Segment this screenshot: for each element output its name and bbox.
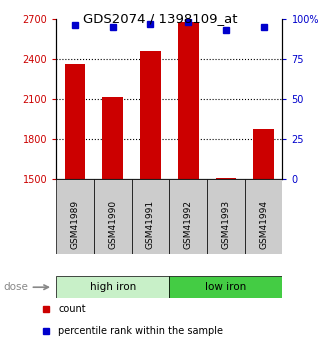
Bar [207,179,245,254]
Bar [245,179,282,254]
Text: high iron: high iron [90,282,136,292]
Bar [94,179,132,254]
Text: GDS2074 / 1398109_at: GDS2074 / 1398109_at [83,12,238,25]
Bar [253,129,274,179]
Bar [178,22,199,179]
Bar [102,97,123,179]
Bar [169,179,207,254]
Bar [56,179,94,254]
Text: dose: dose [3,282,28,292]
Bar [56,276,169,298]
Text: count: count [58,304,86,314]
Text: low iron: low iron [205,282,247,292]
Bar [140,51,161,179]
Bar [65,65,85,179]
Text: GSM41992: GSM41992 [184,200,193,249]
Bar [169,276,282,298]
Text: GSM41991: GSM41991 [146,200,155,249]
Bar [215,178,236,179]
Text: GSM41989: GSM41989 [71,200,80,249]
Text: percentile rank within the sample: percentile rank within the sample [58,326,223,336]
Text: GSM41994: GSM41994 [259,200,268,249]
Text: GSM41993: GSM41993 [221,200,230,249]
Text: GSM41990: GSM41990 [108,200,117,249]
Bar [132,179,169,254]
